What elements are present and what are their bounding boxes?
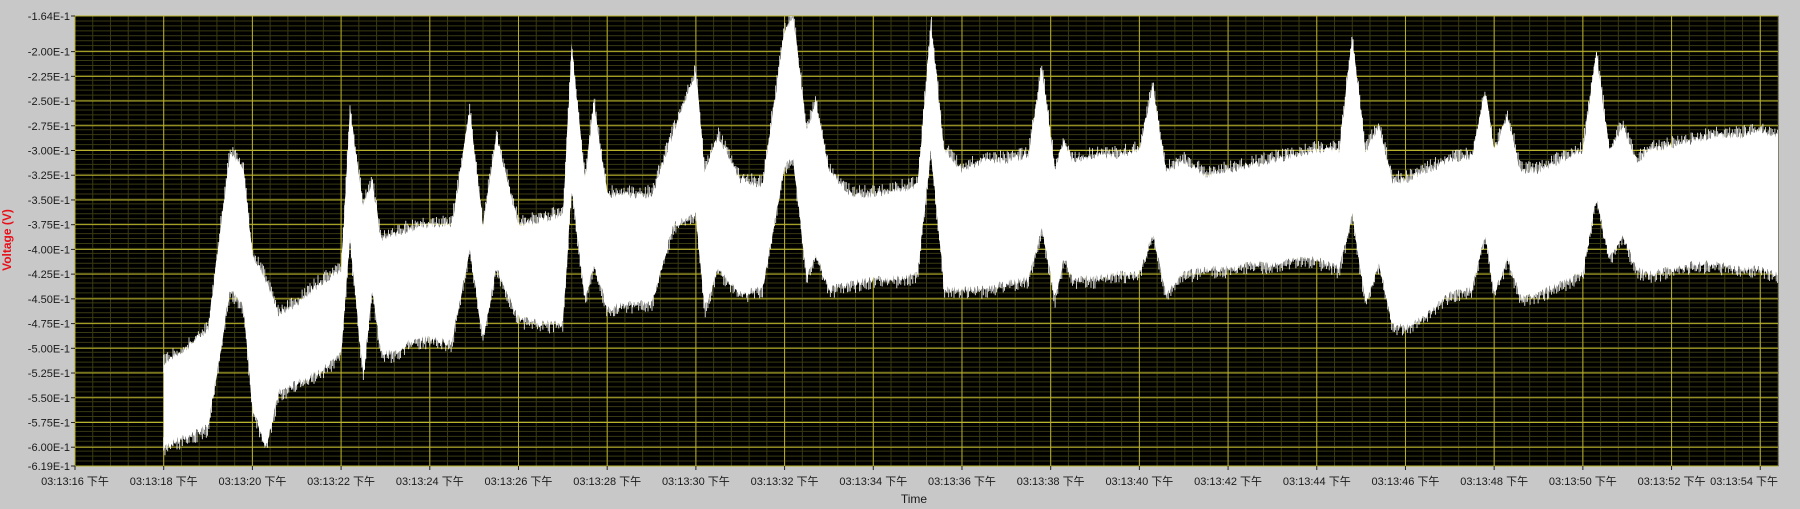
y-tick-label: -1.64E-1 — [28, 11, 70, 23]
x-tick-label: 03:13:22 下午 — [307, 475, 375, 488]
x-tick-label: 03:13:54 下午 — [1710, 475, 1778, 488]
y-tick-label: -3.50E-1 — [28, 195, 70, 207]
x-tick-label: 03:13:28 下午 — [573, 475, 641, 488]
x-tick-label: 03:13:26 下午 — [485, 475, 553, 488]
y-axis-label: Voltage (V) — [0, 209, 14, 271]
x-tick-label: 03:13:16 下午 — [41, 475, 109, 488]
y-axis: -1.64E-1 -2.00E-1 -2.25E-1 -2.50E-1 -2.75E-1… — [28, 11, 75, 473]
x-tick-label: 03:13:32 下午 — [751, 475, 819, 488]
x-axis: 03:13:16 下午 03:13:18 下午 03:13:20 下午 03:13:2… — [41, 466, 1778, 488]
x-tick-label: 03:13:44 下午 — [1283, 475, 1351, 488]
x-tick-label: 03:13:42 下午 — [1194, 475, 1262, 488]
y-tick-label: -3.00E-1 — [28, 146, 70, 158]
x-tick-label: 03:13:18 下午 — [130, 475, 198, 488]
y-tick-label: -6.19E-1 — [28, 461, 70, 473]
x-tick-label: 03:13:30 下午 — [662, 475, 730, 488]
y-tick-label: -4.25E-1 — [28, 269, 70, 281]
series-layer — [163, 16, 1779, 456]
voltage-series-envelope — [163, 16, 1779, 449]
y-tick-label: -2.75E-1 — [28, 121, 70, 133]
y-tick-label: -4.00E-1 — [28, 244, 70, 256]
y-tick-label: -3.25E-1 — [28, 170, 70, 182]
y-tick-label: -4.75E-1 — [28, 319, 70, 331]
x-tick-label: 03:13:52 下午 — [1638, 475, 1706, 488]
x-tick-label: 03:13:24 下午 — [396, 475, 464, 488]
y-tick-label: -5.25E-1 — [28, 368, 70, 380]
x-axis-label: Time — [901, 492, 928, 504]
y-tick-label: -3.75E-1 — [28, 220, 70, 232]
y-tick-label: -2.25E-1 — [28, 71, 70, 83]
x-tick-label: 03:13:20 下午 — [218, 475, 286, 488]
x-tick-label: 03:13:48 下午 — [1460, 475, 1528, 488]
voltage-series-noise — [163, 16, 1778, 456]
y-tick-label: -5.50E-1 — [28, 393, 70, 405]
x-tick-label: 03:13:38 下午 — [1017, 475, 1085, 488]
y-tick-label: -5.75E-1 — [28, 417, 70, 429]
y-tick-label: -5.00E-1 — [28, 343, 70, 355]
x-tick-label: 03:13:36 下午 — [928, 475, 996, 488]
y-tick-label: -2.50E-1 — [28, 96, 70, 108]
x-tick-label: 03:13:34 下午 — [839, 475, 907, 488]
x-tick-label: 03:13:50 下午 — [1549, 475, 1617, 488]
x-tick-label: 03:13:40 下午 — [1105, 475, 1173, 488]
x-tick-label: 03:13:46 下午 — [1372, 475, 1440, 488]
y-tick-label: -4.50E-1 — [28, 294, 70, 306]
y-tick-label: -6.00E-1 — [28, 442, 70, 454]
y-tick-label: -2.00E-1 — [28, 47, 70, 59]
